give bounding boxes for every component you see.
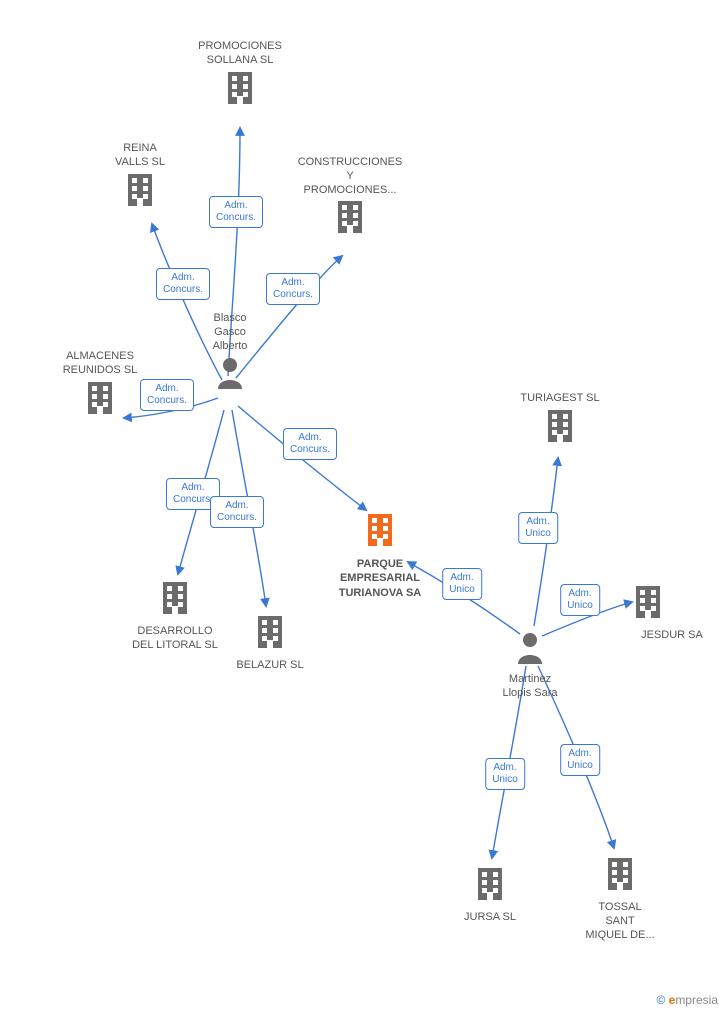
- node-label-almacenes: ALMACENESREUNIDOS SL: [40, 350, 160, 378]
- node-label-reina: REINAVALLS SL: [80, 142, 200, 170]
- edge-label-blasco-construcciones: Adm. Concurs.: [266, 273, 320, 305]
- copyright: © empresia: [656, 993, 718, 1007]
- building-icon: [430, 866, 550, 907]
- node-label-turiagest: TURIAGEST SL: [500, 392, 620, 406]
- edge-label-martinez-tossal: Adm. Unico: [560, 744, 600, 776]
- copyright-symbol: ©: [656, 993, 665, 1007]
- building-icon: [290, 199, 410, 240]
- edge-label-martinez-parque: Adm. Unico: [442, 568, 482, 600]
- person-icon: [170, 355, 290, 394]
- network-diagram: Adm. Concurs. Adm. Concurs. Adm. Concurs. A…: [0, 0, 728, 1015]
- node-label-promociones: PROMOCIONESSOLLANA SL: [180, 40, 300, 68]
- node-label-parque: PARQUEEMPRESARIALTURIANOVA SA: [320, 557, 440, 600]
- node-reina: REINAVALLS SL: [80, 142, 200, 213]
- node-label-belazur: BELAZUR SL: [210, 659, 330, 673]
- building-icon: [500, 408, 620, 449]
- node-jursa: JURSA SL: [430, 866, 550, 925]
- node-turiagest: TURIAGEST SL: [500, 392, 620, 449]
- building-icon: [40, 380, 160, 421]
- node-martinez: MartinezLlopis Sara: [470, 630, 590, 701]
- node-belazur: BELAZUR SL: [210, 614, 330, 673]
- edge-label-blasco-parque: Adm. Concurs.: [283, 428, 337, 460]
- edge-label-martinez-jursa: Adm. Unico: [485, 758, 525, 790]
- node-blasco: BlascoGascoAlberto: [170, 312, 290, 394]
- person-icon: [470, 630, 590, 669]
- node-tossal: TOSSALSANTMIQUEL DE...: [560, 856, 680, 942]
- node-jesdur: JESDUR SA: [588, 584, 708, 643]
- building-icon: [180, 70, 300, 111]
- building-icon: [320, 512, 440, 553]
- node-label-jesdur: JESDUR SA: [612, 629, 728, 643]
- node-label-tossal: TOSSALSANTMIQUEL DE...: [560, 901, 680, 942]
- edge-label-blasco-belazur: Adm. Concurs.: [210, 496, 264, 528]
- node-promociones: PROMOCIONESSOLLANA SL: [180, 40, 300, 111]
- edge-label-blasco-promociones: Adm. Concurs.: [209, 196, 263, 228]
- node-label-construcciones: CONSTRUCCIONESYPROMOCIONES...: [290, 156, 410, 197]
- edge-label-blasco-reina: Adm. Concurs.: [156, 268, 210, 300]
- building-icon: [588, 584, 708, 625]
- node-construcciones: CONSTRUCCIONESYPROMOCIONES...: [290, 156, 410, 240]
- node-parque: PARQUEEMPRESARIALTURIANOVA SA: [320, 512, 440, 600]
- node-label-jursa: JURSA SL: [430, 911, 550, 925]
- node-label-blasco: BlascoGascoAlberto: [170, 312, 290, 353]
- building-icon: [560, 856, 680, 897]
- edge-label-martinez-turiagest: Adm. Unico: [518, 512, 558, 544]
- brand-rest: mpresia: [675, 993, 718, 1007]
- building-icon: [80, 172, 200, 213]
- building-icon: [210, 614, 330, 655]
- node-label-martinez: MartinezLlopis Sara: [470, 673, 590, 701]
- node-almacenes: ALMACENESREUNIDOS SL: [40, 350, 160, 421]
